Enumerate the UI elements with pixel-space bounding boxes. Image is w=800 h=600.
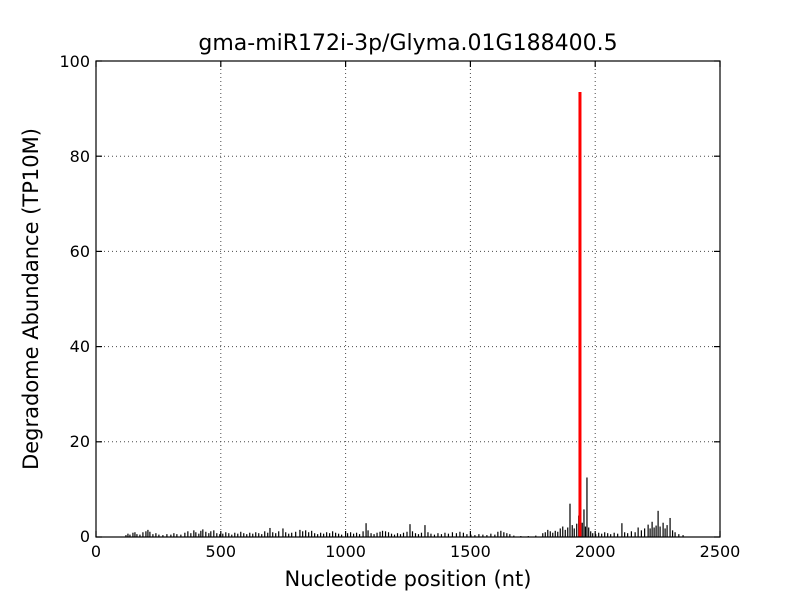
grid-layer: [96, 61, 720, 537]
y-tick-label: 20: [70, 432, 90, 451]
x-tick-labels: 0 500 1000 1500 2000 2500: [91, 542, 740, 561]
y-tick-label: 0: [80, 527, 90, 546]
ticks-layer: [95, 60, 721, 538]
x-tick-label: 0: [91, 542, 101, 561]
x-tick-label: 1000: [325, 542, 366, 561]
plot-area: [96, 61, 720, 537]
axes-frame: [95, 60, 721, 538]
y-tick-label: 40: [70, 337, 90, 356]
chart-title: gma-miR172i-3p/Glyma.01G188400.5: [198, 31, 617, 56]
x-axis-label: Nucleotide position (nt): [285, 567, 532, 591]
y-tick-label: 80: [70, 147, 90, 166]
y-tick-label: 100: [59, 52, 90, 71]
y-axis-label: Degradome Abundance (TP10M): [19, 128, 43, 470]
x-tick-label: 2000: [575, 542, 616, 561]
x-tick-label: 500: [206, 542, 237, 561]
y-tick-labels: 0 20 40 60 80 100: [59, 52, 90, 546]
x-tick-label: 1500: [450, 542, 491, 561]
y-tick-label: 60: [70, 242, 90, 261]
x-tick-label: 2500: [700, 542, 741, 561]
